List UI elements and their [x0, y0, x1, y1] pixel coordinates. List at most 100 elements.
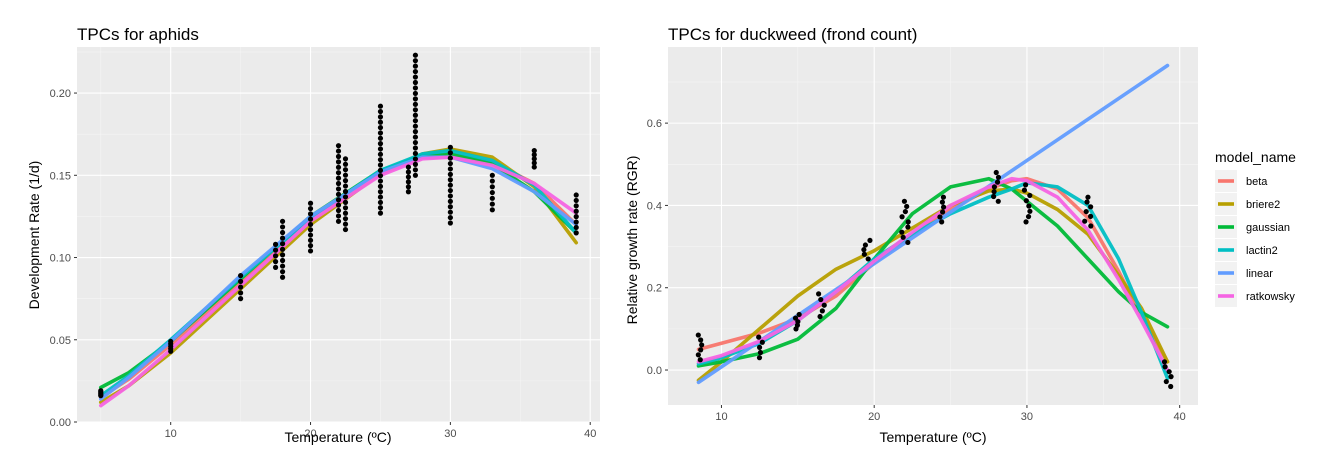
chart-title-aphids: TPCs for aphids [77, 25, 199, 44]
data-point [531, 164, 537, 170]
data-point [993, 169, 999, 176]
data-point [994, 179, 1001, 185]
data-point [335, 180, 342, 187]
legend-item-gaussian: gaussian [1215, 216, 1290, 238]
data-point [412, 112, 419, 118]
data-point [279, 241, 286, 247]
data-point [489, 178, 495, 184]
data-point [342, 178, 349, 184]
data-point [342, 172, 349, 178]
data-point [279, 229, 286, 236]
data-point [377, 157, 384, 163]
data-point [342, 156, 349, 162]
data-point [279, 274, 286, 280]
legend-item-lactin2: lactin2 [1215, 239, 1278, 261]
y-tick-label: 0.05 [50, 335, 71, 347]
data-point [447, 171, 453, 177]
y-tick-label: 0.10 [50, 253, 71, 265]
data-point [377, 141, 384, 147]
data-point [377, 114, 384, 120]
x-tick-label: 20 [868, 411, 880, 423]
data-point [279, 252, 286, 258]
legend-title: model_name [1215, 149, 1296, 165]
data-point [447, 155, 453, 161]
data-point [412, 85, 419, 91]
data-point [412, 107, 419, 113]
data-point [377, 178, 384, 184]
data-point [412, 145, 419, 151]
data-point [756, 334, 762, 340]
y-ticks-duckweed: 0.0 0.2 0.4 0.6 [647, 118, 668, 377]
data-point [412, 101, 419, 107]
data-point [861, 247, 867, 253]
data-point [279, 224, 286, 230]
x-tick-label: 20 [304, 428, 316, 440]
data-point [377, 135, 384, 141]
data-point [1023, 219, 1029, 225]
data-point [412, 74, 419, 80]
data-point [1168, 374, 1174, 380]
x-tick-label: 30 [444, 428, 456, 440]
data-point [279, 235, 286, 241]
data-point [939, 199, 945, 205]
data-point [447, 150, 453, 156]
data-point [272, 247, 279, 253]
data-point [335, 148, 342, 154]
data-point [412, 52, 419, 58]
data-point [939, 209, 946, 215]
data-point [531, 160, 537, 166]
data-point [307, 211, 314, 217]
data-point [940, 204, 947, 210]
data-point [377, 173, 384, 179]
data-point [335, 191, 342, 197]
data-point [98, 388, 104, 394]
data-point [412, 68, 419, 75]
data-point [447, 204, 453, 210]
data-point [573, 219, 579, 225]
data-point [335, 159, 342, 165]
data-point [272, 264, 279, 270]
data-point [279, 263, 286, 269]
data-point [238, 296, 244, 302]
data-point [447, 220, 453, 226]
chart-aphids: TPCs for aphids 10 20 30 40 0.00 0.05 0.10 0.1… [26, 25, 600, 445]
data-point [447, 193, 453, 199]
chart-title-duckweed: TPCs for duckweed (frond count) [668, 25, 917, 44]
x-ticks-aphids: 10 20 30 40 [165, 422, 596, 440]
data-point [816, 291, 822, 297]
data-point [695, 332, 701, 338]
data-point [899, 214, 905, 220]
data-point [995, 198, 1001, 204]
data-point [447, 177, 453, 183]
data-point [489, 195, 495, 201]
data-point [796, 311, 802, 318]
data-point [447, 209, 453, 215]
data-point [377, 210, 384, 216]
data-point [991, 184, 998, 190]
data-point [937, 214, 943, 220]
data-point [412, 134, 419, 140]
data-point [335, 143, 342, 149]
data-point [899, 229, 905, 235]
y-tick-label: 0.0 [647, 365, 662, 377]
legend: model_name beta briere2 gaussian lactin2 lin… [1215, 149, 1296, 307]
grid-duckweed [668, 47, 1198, 405]
y-axis-title-duckweed: Relative growth rate (RGR) [624, 156, 640, 325]
data-point [412, 118, 419, 124]
data-point [991, 189, 997, 195]
data-point [1026, 203, 1032, 209]
data-point [377, 151, 384, 157]
data-point [865, 256, 871, 262]
data-point [342, 226, 349, 233]
legend-label-linear: linear [1246, 268, 1273, 280]
x-tick-label: 30 [1021, 411, 1033, 423]
data-point [573, 214, 579, 220]
data-point [412, 129, 419, 135]
data-point [405, 184, 412, 190]
data-point [377, 108, 384, 115]
data-point [412, 90, 419, 97]
data-point [377, 146, 384, 152]
data-point [447, 198, 453, 204]
data-point [1087, 213, 1094, 219]
data-point [335, 197, 342, 203]
